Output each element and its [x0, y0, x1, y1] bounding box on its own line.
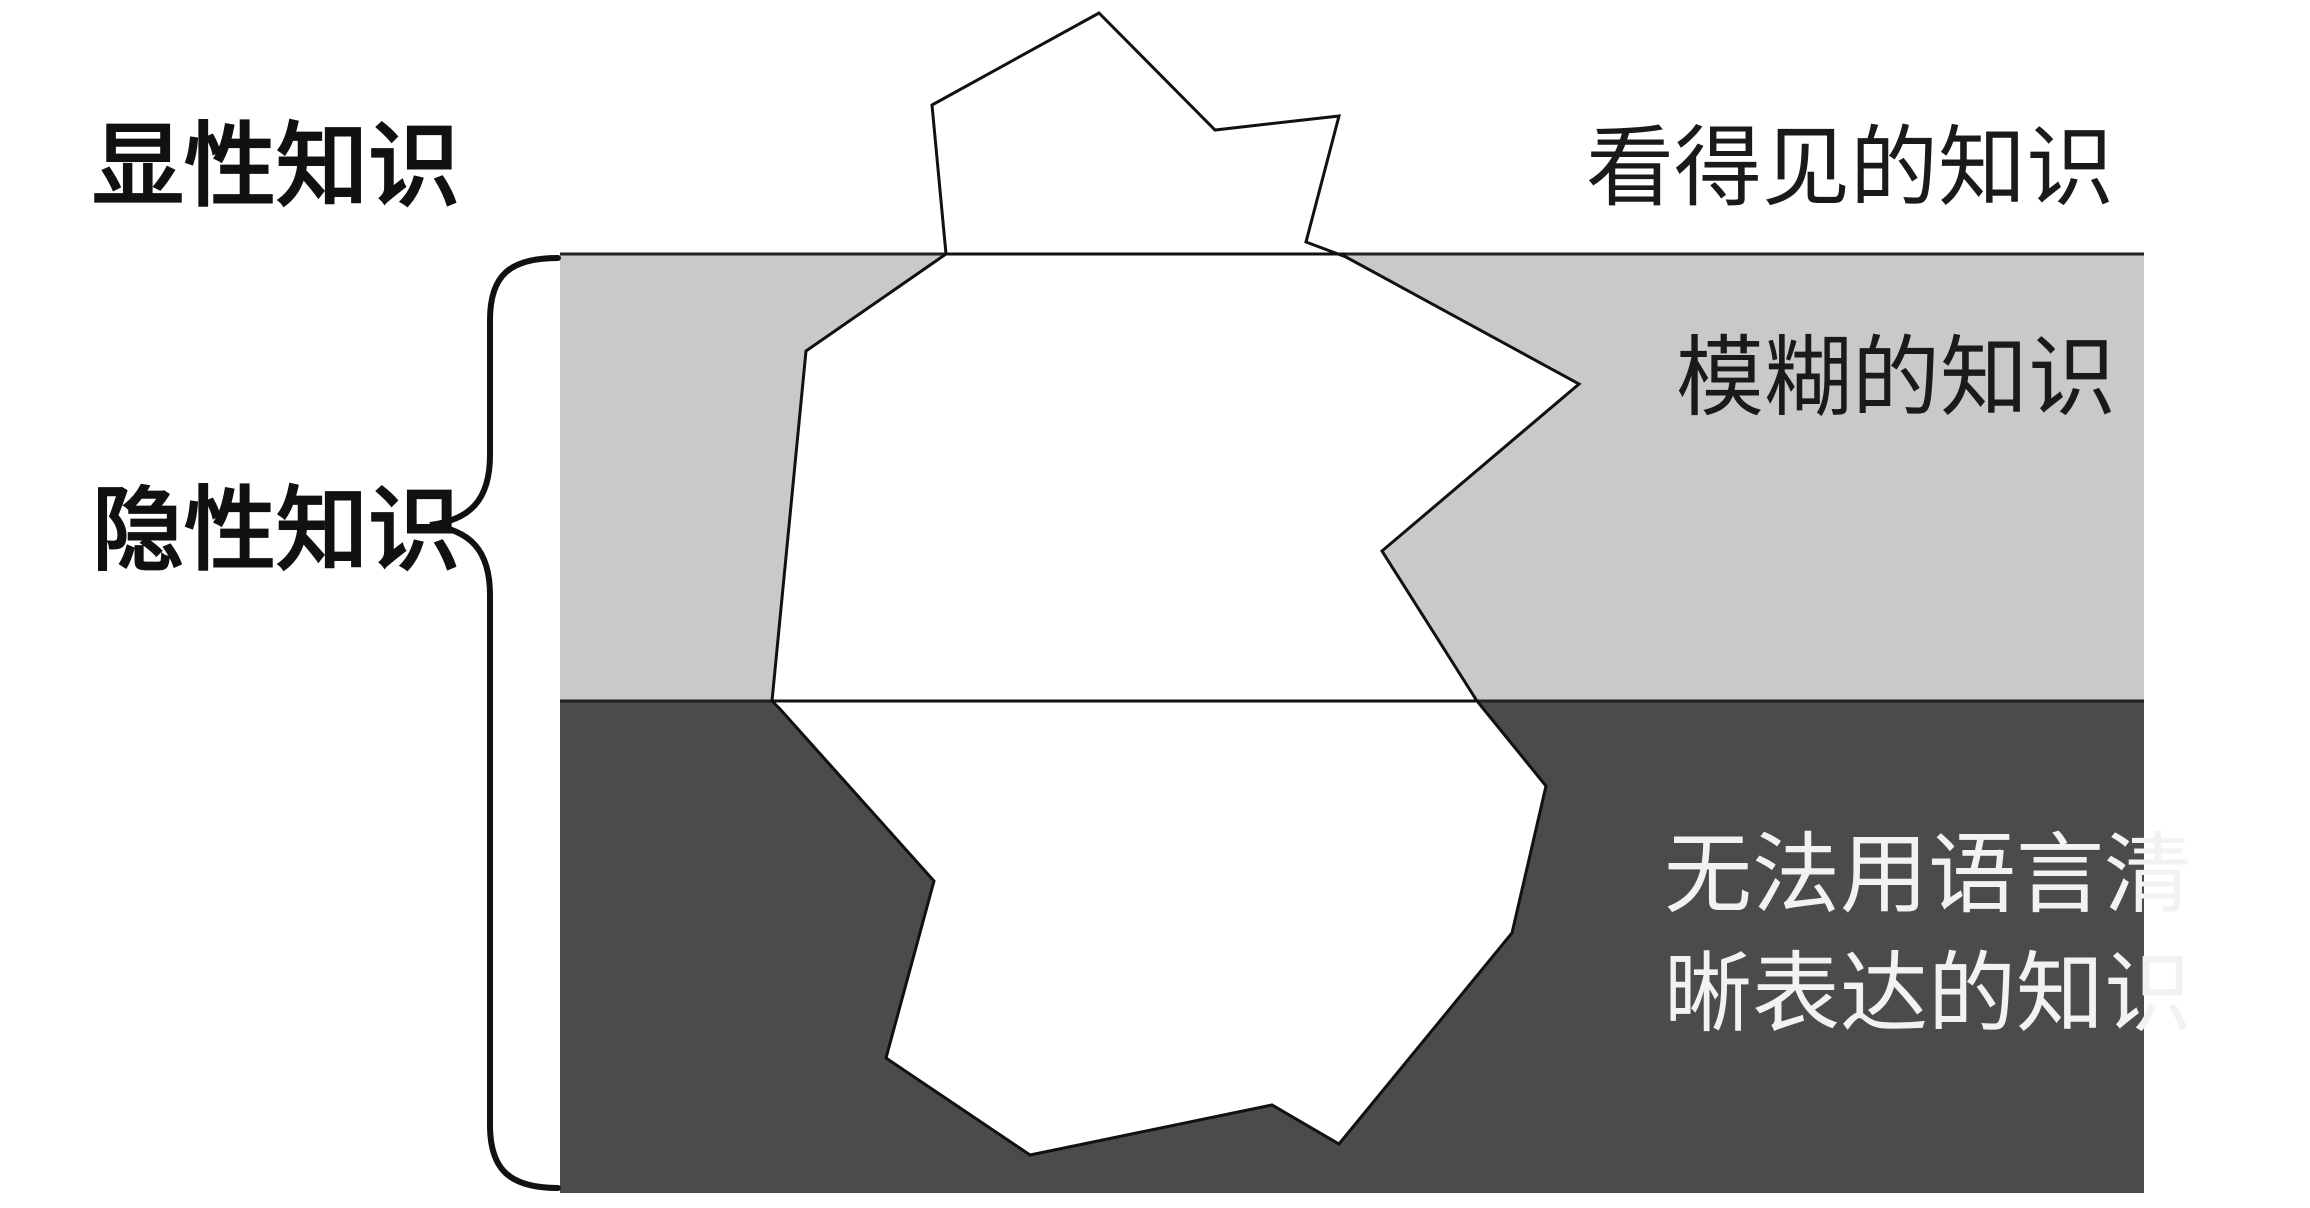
explicit-knowledge-label: 显性知识	[92, 113, 460, 220]
tacit-knowledge-label: 隐性知识	[92, 477, 460, 584]
inexpressible-knowledge-label-line1: 无法用语言清	[1664, 823, 2192, 926]
inexpressible-knowledge-label-line2: 晰表达的知识	[1664, 942, 2192, 1045]
fuzzy-knowledge-label: 模糊的知识	[1676, 326, 2116, 429]
iceberg-shape	[770, 11, 1582, 1157]
tacit-knowledge-brace	[429, 255, 561, 1191]
visible-knowledge-label: 看得见的知识	[1586, 116, 2114, 219]
